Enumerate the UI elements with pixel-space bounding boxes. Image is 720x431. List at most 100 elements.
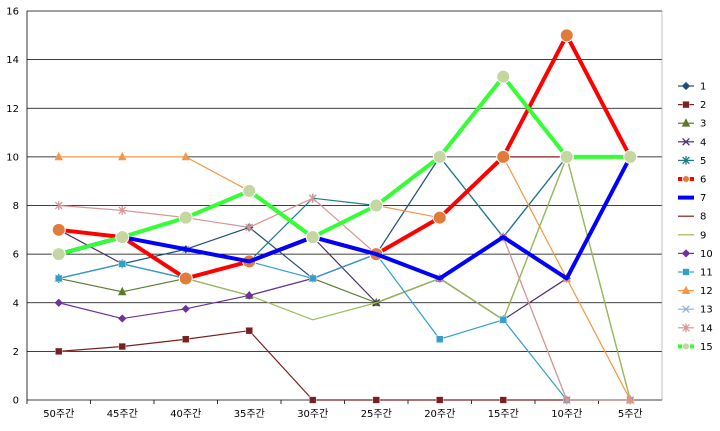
- data-point: [308, 193, 317, 203]
- data-point: [432, 149, 447, 164]
- legend-item-5: 5: [678, 156, 706, 167]
- legend-label: 10: [700, 249, 713, 260]
- data-point: [559, 149, 574, 164]
- legend-item-12: 12: [678, 285, 713, 297]
- data-point: [626, 395, 635, 405]
- legend-item-14: 14: [678, 323, 713, 334]
- legend-label: 15: [700, 342, 713, 353]
- data-point: [496, 149, 511, 164]
- data-point: [623, 149, 638, 164]
- data-point: [432, 210, 447, 225]
- data-point: [559, 28, 574, 43]
- legend-marker: [681, 118, 691, 127]
- y-tick-label: 8: [13, 201, 19, 212]
- legend-marker: [682, 100, 690, 109]
- data-point: [436, 396, 444, 404]
- legend-item-11: 11: [678, 268, 713, 279]
- legend-marker: [682, 175, 690, 183]
- y-axis-ticks: 0 2 4 6 8 10 12 14 16: [6, 7, 19, 407]
- x-tick-label: 15주간: [488, 408, 519, 420]
- y-tick-label: 0: [13, 396, 19, 407]
- legend-label: 4: [700, 137, 706, 148]
- legend-label: 12: [700, 286, 713, 297]
- legend-label: 9: [700, 230, 706, 241]
- legend-item-3: 3: [678, 118, 706, 130]
- legend-item-7: 7: [678, 193, 706, 204]
- series-layer: [51, 28, 638, 405]
- data-point: [118, 286, 127, 296]
- data-point: [51, 247, 66, 262]
- data-point: [499, 396, 507, 404]
- data-point: [54, 298, 63, 307]
- data-point: [178, 271, 193, 286]
- y-tick-label: 10: [6, 152, 19, 163]
- y-tick-label: 6: [13, 250, 19, 261]
- legend-marker: [682, 137, 690, 146]
- series-1: [54, 152, 635, 283]
- x-tick-label: 40주간: [170, 408, 201, 420]
- legend-item-9: 9: [678, 230, 706, 241]
- legend-item-1: 1: [678, 82, 706, 93]
- series-2: [55, 327, 634, 404]
- series-line-9: [58, 156, 631, 401]
- x-tick-label: 25주간: [361, 408, 392, 420]
- legend-item-2: 2: [678, 100, 706, 111]
- x-tick-label: 10주간: [551, 408, 582, 420]
- data-point: [115, 230, 130, 245]
- series-line-2: [58, 330, 631, 401]
- data-point: [562, 395, 571, 405]
- legend-marker: [681, 81, 691, 91]
- legend-marker: [682, 342, 690, 351]
- legend-marker: [682, 323, 690, 333]
- legend-label: 8: [700, 212, 706, 223]
- series-11: [55, 250, 634, 404]
- data-point: [496, 69, 511, 84]
- y-tick-label: 14: [6, 55, 19, 66]
- data-point: [54, 151, 63, 161]
- x-tick-label: 30주간: [297, 408, 328, 420]
- data-point: [245, 291, 254, 300]
- y-tick-label: 4: [13, 298, 19, 309]
- data-point: [118, 342, 126, 351]
- series-line-4: [58, 156, 631, 321]
- legend-item-4: 4: [678, 137, 706, 148]
- legend-item-13: 13: [678, 305, 713, 316]
- x-tick-label: 35주간: [234, 408, 265, 420]
- x-tick-label: 50주간: [43, 408, 74, 420]
- data-point: [54, 201, 63, 210]
- data-point: [309, 396, 317, 404]
- legend-label: 7: [700, 193, 706, 204]
- legend-item-15: 15: [678, 342, 713, 353]
- series-9: [58, 156, 631, 401]
- series-line-3: [58, 156, 631, 401]
- series-line-15: [58, 74, 631, 257]
- legend-label: 1: [700, 82, 706, 93]
- series-line-11: [58, 253, 631, 401]
- legend-label: 2: [700, 100, 706, 111]
- series-line-10: [58, 156, 631, 320]
- legend-marker: [681, 285, 691, 294]
- legend-marker: [681, 249, 691, 258]
- legend-marker: [682, 268, 690, 276]
- data-point: [181, 151, 190, 161]
- x-tick-label: 5주간: [618, 408, 643, 420]
- data-point: [245, 327, 253, 335]
- data-point: [178, 210, 193, 225]
- legend-item-10: 10: [678, 249, 713, 260]
- series-12: [54, 151, 635, 404]
- data-point: [51, 222, 66, 237]
- series-15: [51, 69, 638, 262]
- series-14: [54, 193, 635, 405]
- data-point: [118, 314, 127, 323]
- data-point: [242, 183, 257, 198]
- data-point: [372, 396, 380, 404]
- data-point: [309, 274, 317, 283]
- data-point: [245, 222, 254, 232]
- legend-marker: [682, 305, 690, 314]
- legend-label: 5: [700, 156, 706, 167]
- data-point: [436, 335, 444, 343]
- data-point: [499, 316, 507, 324]
- series-line-7: [58, 155, 633, 281]
